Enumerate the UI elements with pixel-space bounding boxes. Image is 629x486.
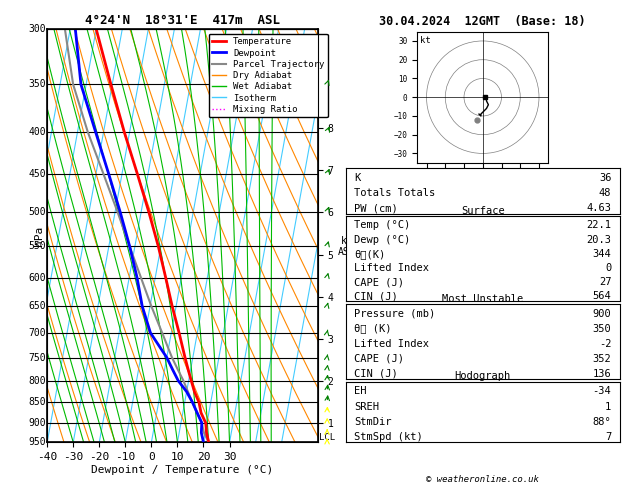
Legend: Temperature, Dewpoint, Parcel Trajectory, Dry Adiabat, Wet Adiabat, Isotherm, Mi: Temperature, Dewpoint, Parcel Trajectory…	[209, 34, 328, 118]
Text: 136: 136	[593, 369, 611, 379]
Text: 22.1: 22.1	[586, 221, 611, 230]
Text: 4.63: 4.63	[586, 204, 611, 213]
Text: EH: EH	[354, 386, 367, 397]
Text: 48: 48	[599, 188, 611, 198]
Text: Pressure (mb): Pressure (mb)	[354, 309, 435, 318]
Text: PW (cm): PW (cm)	[354, 204, 398, 213]
Text: 800: 800	[28, 376, 46, 386]
Text: 0: 0	[605, 263, 611, 273]
Text: θᴅ (K): θᴅ (K)	[354, 324, 392, 333]
Text: K: K	[354, 173, 360, 183]
Text: 344: 344	[593, 249, 611, 259]
Y-axis label: hPa: hPa	[35, 226, 45, 246]
Title: Surface: Surface	[461, 206, 504, 216]
Text: © weatheronline.co.uk: © weatheronline.co.uk	[426, 474, 539, 484]
Text: 700: 700	[28, 328, 46, 338]
Text: 7: 7	[605, 432, 611, 442]
Y-axis label: km
ASL: km ASL	[338, 236, 356, 257]
Text: 88°: 88°	[593, 417, 611, 427]
Text: 30.04.2024  12GMT  (Base: 18): 30.04.2024 12GMT (Base: 18)	[379, 15, 586, 28]
Text: 900: 900	[28, 418, 46, 428]
Text: θᴅ(K): θᴅ(K)	[354, 249, 386, 259]
Text: StmDir: StmDir	[354, 417, 392, 427]
Text: CIN (J): CIN (J)	[354, 292, 398, 301]
Text: SREH: SREH	[354, 401, 379, 412]
Text: 300: 300	[28, 24, 46, 34]
Text: 900: 900	[593, 309, 611, 318]
Text: kt: kt	[420, 35, 430, 45]
Text: 400: 400	[28, 127, 46, 137]
Text: -2: -2	[599, 339, 611, 348]
Text: 600: 600	[28, 273, 46, 282]
Text: 450: 450	[28, 170, 46, 179]
Text: CAPE (J): CAPE (J)	[354, 277, 404, 287]
Text: 564: 564	[593, 292, 611, 301]
Text: 36: 36	[599, 173, 611, 183]
Text: Temp (°C): Temp (°C)	[354, 221, 410, 230]
Text: -34: -34	[593, 386, 611, 397]
Title: Most Unstable: Most Unstable	[442, 294, 523, 304]
Text: 27: 27	[599, 277, 611, 287]
Title: 4°24'N  18°31'E  417m  ASL: 4°24'N 18°31'E 417m ASL	[85, 14, 280, 27]
Text: LCL: LCL	[319, 433, 335, 442]
Text: 550: 550	[28, 242, 46, 251]
Text: Lifted Index: Lifted Index	[354, 339, 429, 348]
Text: 350: 350	[28, 79, 46, 89]
Text: 750: 750	[28, 352, 46, 363]
Text: CAPE (J): CAPE (J)	[354, 354, 404, 364]
Text: Lifted Index: Lifted Index	[354, 263, 429, 273]
Text: StmSpd (kt): StmSpd (kt)	[354, 432, 423, 442]
Text: 650: 650	[28, 301, 46, 311]
Text: 950: 950	[28, 437, 46, 447]
Text: 500: 500	[28, 207, 46, 217]
Title: Hodograph: Hodograph	[455, 371, 511, 382]
Text: CIN (J): CIN (J)	[354, 369, 398, 379]
Text: 850: 850	[28, 398, 46, 407]
Text: 352: 352	[593, 354, 611, 364]
Text: Totals Totals: Totals Totals	[354, 188, 435, 198]
Text: Dewp (°C): Dewp (°C)	[354, 235, 410, 244]
Text: 20.3: 20.3	[586, 235, 611, 244]
X-axis label: Dewpoint / Temperature (°C): Dewpoint / Temperature (°C)	[91, 465, 274, 475]
Text: 1: 1	[605, 401, 611, 412]
Text: 350: 350	[593, 324, 611, 333]
